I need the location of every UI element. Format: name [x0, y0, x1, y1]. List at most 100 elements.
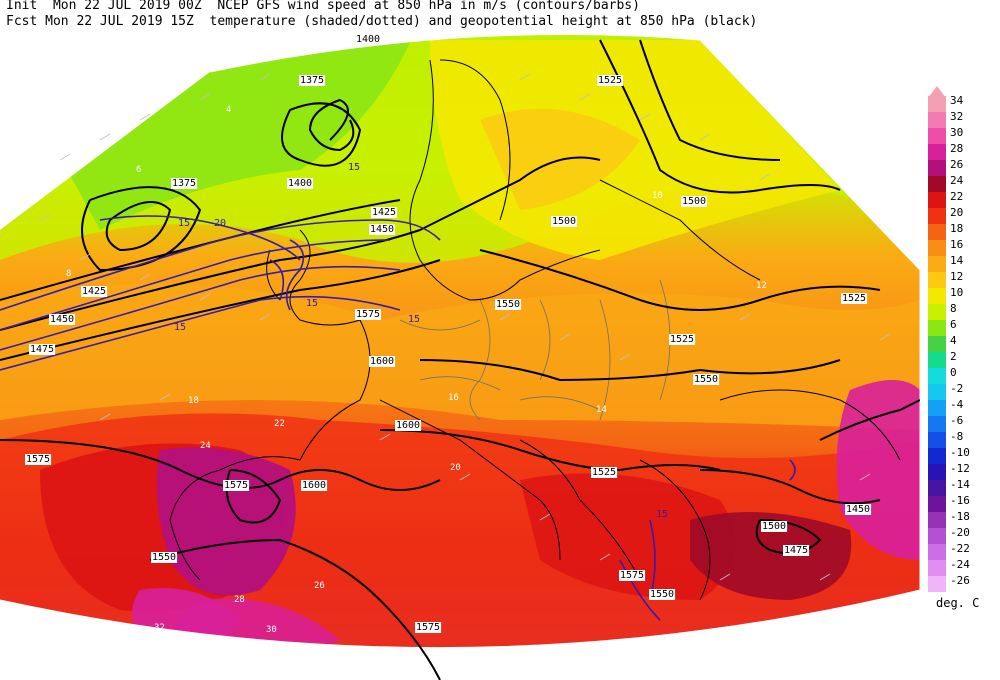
colorbar-swatch: [928, 288, 946, 304]
temp-label: 12: [756, 281, 767, 291]
temp-label: 24: [200, 441, 211, 451]
colorbar-label: 26: [950, 158, 964, 171]
colorbar-swatch: [928, 496, 946, 512]
colorbar-label: 34: [950, 94, 964, 107]
height-label-bg: [681, 196, 708, 207]
height-contours: [0, 39, 920, 680]
temp-label: 22: [274, 419, 285, 429]
colorbar-label: -20: [950, 526, 970, 539]
colorbar-label: -10: [950, 446, 970, 459]
colorbar-label: 16: [950, 238, 964, 251]
height-label: 1375: [172, 178, 196, 189]
height-label: 1550: [496, 299, 520, 310]
colorbar-label: -18: [950, 510, 970, 523]
colorbar-swatch: [928, 208, 946, 224]
height-label-bg: [49, 314, 76, 325]
temp-label: 14: [596, 405, 607, 415]
colorbar-swatch: [928, 368, 946, 384]
temp-label: 28: [234, 595, 245, 605]
wind-label: 15: [348, 162, 360, 173]
colorbar-swatch: [928, 112, 946, 128]
temp-label: 26: [314, 581, 325, 591]
colorbar-swatch: [928, 432, 946, 448]
height-label: 1500: [682, 196, 706, 207]
height-label: 1450: [50, 314, 74, 325]
forecast-header: Fcst Mon 22 JUL 2019 15Z temperature (sh…: [6, 14, 758, 29]
height-label: 1375: [300, 75, 324, 86]
colorbar-label: -26: [950, 574, 970, 587]
temp-label: 18: [188, 396, 199, 406]
height-label: 1400: [288, 178, 312, 189]
height-label-bg: [783, 545, 810, 556]
units-label: deg. C: [936, 596, 980, 610]
colorbar-swatch: [928, 192, 946, 208]
temp-label: 16: [448, 393, 459, 403]
colorbar-label: 8: [950, 302, 957, 315]
height-label: 1575: [26, 454, 50, 465]
height-label-bg: [551, 216, 578, 227]
temp-label: 32: [154, 623, 165, 633]
colorbar-label: -14: [950, 478, 970, 491]
colorbar-label: 22: [950, 190, 964, 203]
temp-label: 4: [226, 105, 231, 115]
height-label-bg: [171, 178, 198, 189]
wind-speed-labels: 15 20 15 15 15 15 15: [174, 162, 668, 520]
colorbar-label: 18: [950, 222, 964, 235]
height-label-bg: [845, 504, 872, 515]
height-label: 1575: [416, 622, 440, 633]
temp-label: 20: [450, 463, 461, 473]
colorbar-label: -8: [950, 430, 964, 443]
colorbar-swatch: [928, 144, 946, 160]
height-contour-labels: 1400 1375 1525 1375 1400 1425 1450 1500 …: [25, 34, 872, 633]
colorbar-swatch: [928, 400, 946, 416]
temp-label: 8: [66, 269, 71, 279]
height-label-bg: [299, 75, 326, 86]
colorbar-swatch: [928, 272, 946, 288]
height-label: 1600: [302, 480, 326, 491]
height-label: 1500: [552, 216, 576, 227]
height-label: 1475: [784, 545, 808, 556]
height-label: 1600: [396, 420, 420, 431]
height-label-bg: [841, 293, 868, 304]
colorbar-label: -6: [950, 414, 964, 427]
colorbar-label: 28: [950, 142, 964, 155]
colorbar-label: 2: [950, 350, 957, 363]
colorbar-swatch: [928, 512, 946, 528]
colorbar-swatch: [928, 240, 946, 256]
colorbar-label: 4: [950, 334, 957, 347]
colorbar-label: -16: [950, 494, 970, 507]
colorbar-label: 24: [950, 174, 964, 187]
height-label-bg: [25, 454, 52, 465]
wind-label: 15: [174, 322, 186, 333]
height-label: 1450: [370, 224, 394, 235]
height-label: 1500: [762, 521, 786, 532]
height-label-bg: [619, 570, 646, 581]
height-label-bg: [597, 75, 624, 86]
wind-label: 15: [178, 218, 190, 229]
height-label-bg: [369, 224, 396, 235]
height-label: 1575: [356, 309, 380, 320]
height-label: 1575: [620, 570, 644, 581]
wind-label: 20: [214, 218, 226, 229]
height-label-bg: [693, 374, 720, 385]
colorbar-label: -22: [950, 542, 970, 555]
colorbar-label: 32: [950, 110, 964, 123]
height-label-bg: [81, 286, 108, 297]
wind-barbs: [39, 73, 891, 581]
height-label: 1550: [152, 552, 176, 563]
height-label: 1475: [30, 344, 54, 355]
colorbar-swatch: [928, 464, 946, 480]
height-label-bg: [761, 521, 788, 532]
height-label: 1550: [694, 374, 718, 385]
height-label: 1525: [670, 334, 694, 345]
colorbar-label: -12: [950, 462, 970, 475]
wind-label: 15: [306, 298, 318, 309]
temp-label: 30: [266, 625, 277, 635]
height-label: 1525: [592, 467, 616, 478]
height-label-bg: [355, 309, 382, 320]
height-label-bg: [371, 207, 398, 218]
colorbar-swatch: [928, 416, 946, 432]
height-label: 1550: [650, 589, 674, 600]
height-label: 1450: [846, 504, 870, 515]
colorbar-label: 12: [950, 270, 964, 283]
